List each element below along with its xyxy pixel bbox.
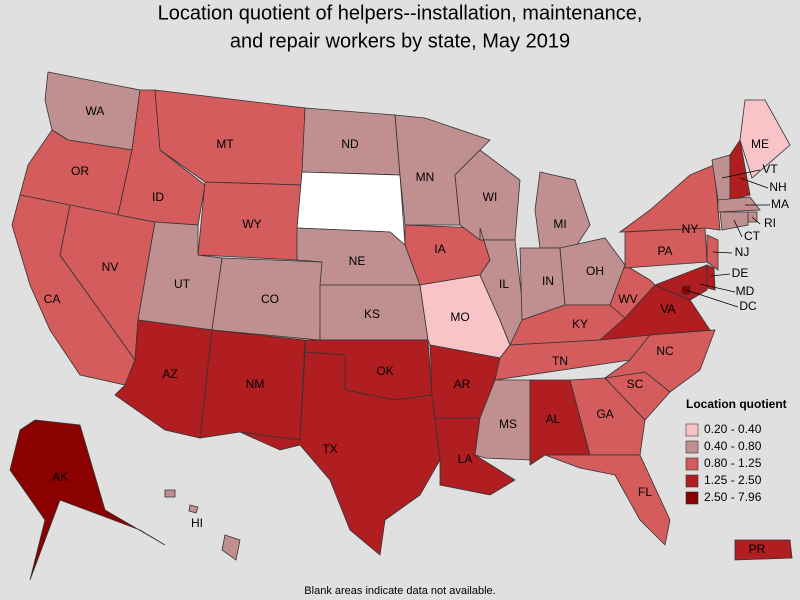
legend-label: 2.50 - 7.96 [704,490,762,504]
states [9,71,793,581]
state-label: MS [499,417,517,431]
state-label: NM [246,377,265,391]
legend-swatch [685,423,699,437]
leader-line [739,177,769,189]
legend-label: 0.80 - 1.25 [704,456,762,470]
state-label: DE [732,266,749,280]
state-label: IN [542,274,554,288]
state [739,99,791,179]
legend-swatch [685,474,699,488]
state [717,196,761,213]
state-label: KS [364,307,380,321]
state-label: WI [483,190,498,204]
state-label: UT [174,277,191,291]
state-label: GA [596,407,613,421]
state [239,351,441,556]
state [653,264,708,301]
leader-line [751,216,761,225]
legend: 0.20 - 0.40 0.40 - 0.80 0.80 - 1.25 1.25 - … [685,422,762,505]
title-line: and repair workers by state, May 2019 [230,30,570,52]
state-label: PA [657,244,672,258]
state [609,264,656,319]
state-label: WV [618,292,637,306]
state-label: ME [751,137,769,151]
legend-label: 0.40 - 0.80 [704,439,762,453]
state-label: SC [627,377,644,391]
state-label: AZ [162,367,177,381]
state-label: NY [682,222,699,236]
state [706,234,719,271]
state-label: MI [553,217,566,231]
state-label: WA [86,104,105,118]
legend-title: Location quotient [686,397,787,411]
state-label: ND [341,137,359,151]
state-label: AR [454,377,471,391]
legend-swatch [685,457,699,471]
footnote: Blank areas indicate data not available. [304,585,495,597]
state-label: VA [660,302,675,316]
state-label: CA [44,292,61,306]
state [734,539,793,561]
leader-line [685,289,739,308]
state-label: NC [656,344,674,358]
state-label: MN [416,170,435,184]
legend-swatch [685,491,699,505]
state-label: NV [102,260,119,274]
leader-line [710,273,731,277]
state-label: IL [499,277,509,291]
state [729,138,751,201]
state-label: MD [736,284,755,298]
leader-line [699,283,736,293]
state-label: CT [744,229,761,243]
state-label: HI [191,516,203,530]
legend-swatch [685,440,699,454]
state-label: NE [349,254,366,268]
state-label: TN [552,354,568,368]
legend-label: 1.25 - 2.50 [704,473,762,487]
leader-line [721,169,761,179]
state-label: MT [216,137,234,151]
state [569,377,646,456]
state-label: OH [586,264,604,278]
state-label: PR [749,542,766,556]
state-label: VT [762,162,778,176]
state-label: IA [434,242,445,256]
state-label: FL [638,485,652,499]
state-label: AK [52,470,68,484]
leader-line [733,219,743,238]
legend-label: 0.20 - 0.40 [704,422,762,436]
state-label: KY [572,317,588,331]
state-label: DC [739,299,757,313]
state [9,419,166,581]
state [188,504,199,514]
leader-line [712,251,733,254]
state-label: NJ [735,245,750,259]
state-label: RI [764,216,776,230]
state-label: ID [152,190,164,204]
state [544,454,671,546]
state-label: NH [769,180,786,194]
state [479,227,526,346]
state-label: WY [242,217,261,231]
state-label: AL [546,412,561,426]
state-label: OK [376,364,393,378]
title-line: Location quotient of helpers--installati… [158,2,643,24]
state [221,534,241,561]
state-labels: WA OR CA NV ID MT WY UT CO AZ NM ND NE KS OK TX MN IA MO AR… [44,104,789,556]
state-label: LA [458,452,473,466]
state [164,489,176,498]
state-label: OR [71,164,89,178]
state-label: MO [450,310,469,324]
state [719,211,749,231]
state-label: TX [322,442,337,456]
state-label: CO [261,292,279,306]
state-label: MA [771,197,789,211]
